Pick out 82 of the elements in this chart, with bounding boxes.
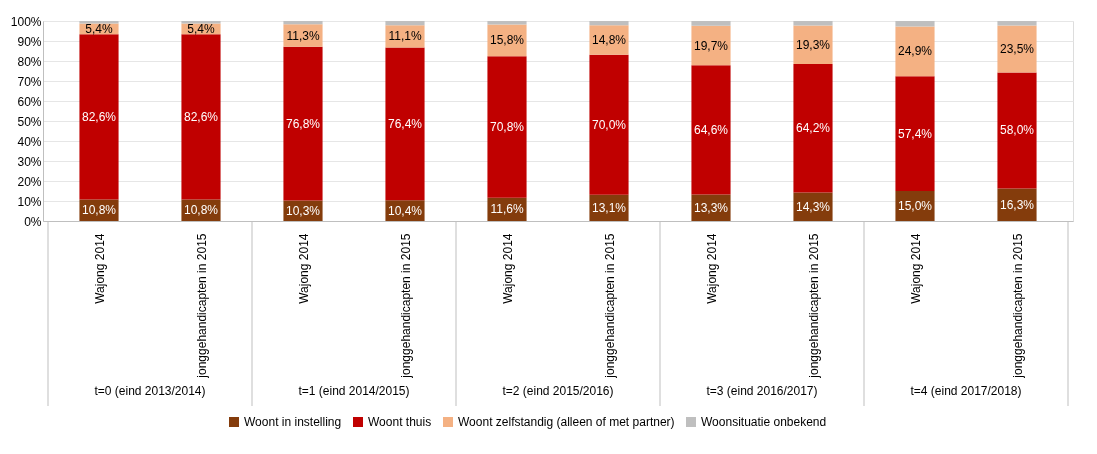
- y-tick-label: 50%: [17, 114, 42, 129]
- data-label: 10,8%: [81, 203, 117, 218]
- bar: [385, 21, 425, 26]
- data-label: 82,6%: [183, 109, 219, 124]
- y-tick-label: 0%: [24, 214, 42, 229]
- x-tick-label: jonggehandicapten in 2015: [398, 233, 413, 379]
- bar: [793, 25, 833, 64]
- y-tick-label: 70%: [17, 74, 42, 89]
- data-label: 14,8%: [591, 33, 627, 47]
- bar: [691, 25, 731, 66]
- legend-label: Woonsituatie onbekend: [701, 415, 827, 429]
- y-tick-label: 80%: [17, 54, 42, 69]
- y-tick-label: 20%: [17, 174, 42, 189]
- data-label: 13,1%: [591, 200, 627, 215]
- data-label: 23,5%: [999, 41, 1035, 56]
- legend-label: Woont in instelling: [244, 415, 342, 429]
- bar: [997, 25, 1037, 73]
- data-label: 14,3%: [795, 199, 831, 214]
- bar: [997, 21, 1037, 26]
- bar: [181, 34, 221, 200]
- y-tick-label: 40%: [17, 134, 42, 149]
- bar: [895, 76, 935, 191]
- legend-label: Woont zelfstandig (alleen of met partner): [458, 415, 675, 429]
- bar: [793, 21, 833, 26]
- y-tick-label: 30%: [17, 154, 42, 169]
- data-label: 82,6%: [81, 109, 117, 124]
- data-label: 76,8%: [285, 116, 321, 131]
- data-label: 24,9%: [897, 44, 933, 59]
- data-label: 16,3%: [999, 197, 1035, 212]
- text: t=3 (eind 2016/2017): [706, 384, 818, 398]
- data-label: 64,6%: [693, 122, 729, 137]
- data-label: 11,3%: [286, 28, 320, 43]
- x-tick-label: Wajong 2014: [500, 233, 515, 304]
- data-label: 10,3%: [285, 203, 321, 218]
- x-tick-label: jonggehandicapten in 2015: [602, 233, 617, 379]
- bar: [385, 47, 425, 201]
- bar: [487, 56, 527, 198]
- text: t=1 (eind 2014/2015): [298, 384, 410, 398]
- bar: [997, 72, 1037, 189]
- data-label: 58,0%: [999, 123, 1035, 138]
- data-label: 57,4%: [897, 126, 933, 141]
- y-tick-label: 90%: [17, 34, 42, 49]
- bar: [283, 21, 323, 25]
- bar: [895, 26, 935, 77]
- data-label: 5,4%: [85, 21, 113, 36]
- text: t=2 (eind 2015/2016): [502, 384, 614, 398]
- bar: [589, 21, 629, 26]
- data-label: 76,4%: [387, 116, 423, 131]
- x-tick-label: Wajong 2014: [92, 233, 107, 304]
- data-label: 64,2%: [795, 121, 831, 136]
- bar: [691, 65, 731, 195]
- bar: [691, 21, 731, 26]
- data-label: 15,8%: [489, 33, 525, 48]
- bar: [283, 46, 323, 201]
- data-label: 10,4%: [387, 203, 423, 218]
- data-label: 13,3%: [693, 200, 729, 215]
- data-label: 70,8%: [489, 120, 525, 134]
- x-tick-label: Wajong 2014: [704, 233, 719, 304]
- bar: [793, 64, 833, 193]
- bar: [589, 54, 629, 195]
- data-label: 70,0%: [591, 117, 627, 132]
- bar: [79, 34, 119, 200]
- y-tick-label: 60%: [17, 94, 42, 109]
- text: t=4 (eind 2017/2018): [910, 384, 1022, 398]
- data-label: 15,0%: [897, 199, 933, 213]
- data-label: 19,7%: [693, 38, 729, 53]
- text: t=0 (eind 2013/2014): [94, 384, 206, 398]
- y-tick-label: 100%: [10, 14, 42, 29]
- x-tick-label: jonggehandicapten in 2015: [194, 233, 209, 379]
- bar: [895, 21, 935, 27]
- y-tick-label: 10%: [17, 194, 42, 209]
- x-tick-label: jonggehandicapten in 2015: [1010, 233, 1025, 379]
- data-label: 10,8%: [183, 203, 219, 218]
- x-tick-label: Wajong 2014: [908, 233, 923, 304]
- x-tick-label: Wajong 2014: [296, 233, 311, 304]
- legend-label: Woont thuis: [368, 415, 432, 429]
- data-label: 5,4%: [187, 21, 215, 36]
- bar: [487, 21, 527, 25]
- data-label: 19,3%: [795, 37, 831, 52]
- data-label: 11,6%: [490, 202, 524, 217]
- data-label: 11,1%: [388, 29, 422, 44]
- x-tick-label: jonggehandicapten in 2015: [806, 233, 821, 379]
